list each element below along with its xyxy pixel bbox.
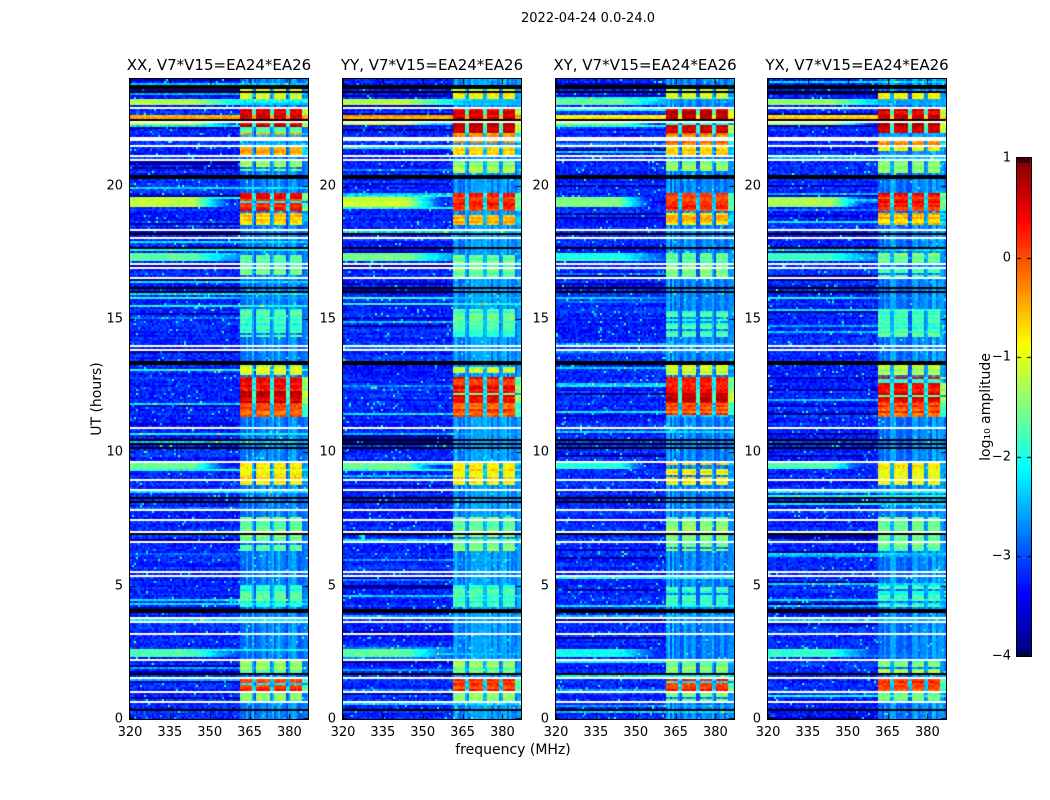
spectrogram-panel-yx: YX, V7*V15=EA24*EA26 0 5 10 15 20 320 335 350 36… [744,56,948,739]
x-tick-label: 365 [237,725,262,740]
colorbar-tick-label: −2 [991,449,1011,465]
x-tick-label: 380 [702,725,728,740]
y-tick-label: 0 [114,711,123,727]
colorbar-tick-label: −1 [991,349,1011,365]
y-tick-label: 5 [752,578,761,594]
spectrogram-panel-yy: YY, V7*V15=EA24*EA26 0 5 10 15 20 320 335 350 36… [319,56,523,739]
x-tick-label: 350 [197,725,223,740]
x-tick-label: 335 [795,725,821,740]
colorbar-tick-label: 0 [1002,250,1011,266]
x-tick-label: 320 [543,725,569,740]
y-tick-label: 15 [532,311,549,327]
x-tick-label: 335 [157,725,183,740]
y-tick-label: 15 [106,311,123,327]
colorbar: 1 0 −1 −2 −3 −4 [992,152,1032,663]
y-tick-label: 5 [540,578,549,594]
x-axis-label: frequency (MHz) [455,742,571,758]
panel-title: YY, V7*V15=EA24*EA26 [340,56,524,74]
colorbar-gradient [1016,157,1032,657]
y-tick-label: 0 [327,711,336,727]
y-tick-label: 10 [532,444,549,460]
y-tick-label: 15 [319,311,336,327]
y-tick-label: 20 [744,178,761,194]
x-tick-label: 320 [755,725,781,740]
y-axis-label: UT (hours) [89,362,105,436]
x-tick-label: 380 [489,725,515,740]
spectrogram-panel-xx: XX, V7*V15=EA24*EA26 0 5 10 15 20 320 335 350 36… [106,56,311,739]
panel-title: YX, V7*V15=EA24*EA26 [765,56,949,74]
x-tick-label: 380 [276,725,302,740]
x-tick-label: 350 [410,725,436,740]
y-tick-label: 0 [540,711,549,727]
colorbar-tick-label: 1 [1002,150,1011,166]
spectrogram-panel-xy: XY, V7*V15=EA24*EA26 0 5 10 15 20 320 335 350 36… [532,56,736,739]
x-tick-label: 365 [450,725,475,740]
x-tick-label: 350 [623,725,649,740]
y-tick-label: 5 [114,578,123,594]
y-tick-label: 0 [752,711,761,727]
y-tick-label: 10 [106,444,123,460]
panel-title: XY, V7*V15=EA24*EA26 [553,56,737,74]
spectrogram-canvas-yy [342,78,522,720]
x-tick-label: 320 [330,725,356,740]
x-tick-label: 320 [117,725,143,740]
spectrogram-canvas-yx [767,78,947,720]
spectrogram-canvas-xx [129,78,309,720]
x-tick-label: 365 [875,725,900,740]
y-tick-label: 5 [327,578,336,594]
y-tick-label: 20 [532,178,549,194]
colorbar-tick-label: −4 [991,648,1011,664]
x-tick-label: 335 [583,725,609,740]
x-tick-label: 350 [835,725,861,740]
panel-title: XX, V7*V15=EA24*EA26 [126,56,312,74]
spectrogram-canvas-xy [555,78,735,720]
x-tick-label: 380 [914,725,940,740]
x-tick-label: 335 [370,725,396,740]
colorbar-tick-label: −3 [991,548,1011,564]
x-tick-label: 365 [663,725,688,740]
y-tick-label: 15 [744,311,761,327]
figure-title: 2022-04-24 0.0-24.0 [521,11,655,26]
y-tick-label: 20 [106,178,123,194]
y-tick-label: 10 [744,444,761,460]
y-tick-label: 10 [319,444,336,460]
colorbar-label: log₁₀ amplitude [978,353,994,461]
y-tick-label: 20 [319,178,336,194]
